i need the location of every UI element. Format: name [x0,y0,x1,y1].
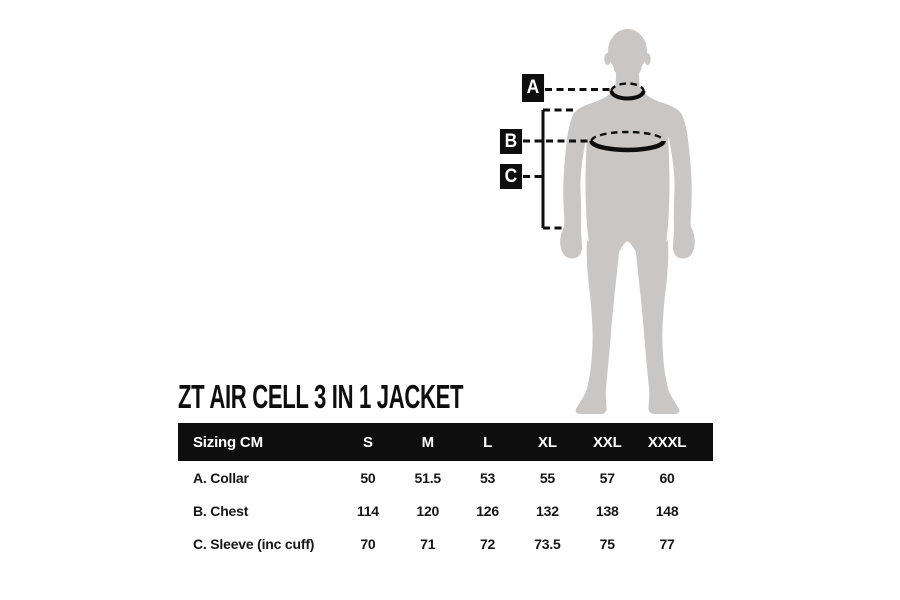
table-cell: 51.5 [414,469,442,486]
column-header-s: S [363,433,373,451]
row-label: A. Collar [193,469,249,486]
chest-ellipse-solid-arc [589,140,666,153]
table-cell: 71 [420,535,436,552]
column-header-xxl: XXL [592,433,622,451]
row-label: C. Sleeve (inc cuff) [193,535,315,552]
row-label: B. Chest [193,502,249,519]
column-header-xl: XL [538,433,557,451]
table-cell: 60 [659,469,675,486]
marker-c-sleeve: C [499,164,523,189]
table-row-sleeve: C. Sleeve (inc cuff) 70 71 72 73.5 75 77 [178,527,713,560]
table-cell: 77 [659,535,675,552]
chest-ellipse-dashed-arc [590,130,665,142]
table-cell: 148 [655,502,679,519]
table-row-chest: B. Chest 114 120 126 132 138 148 [178,494,713,527]
column-header-l: L [483,433,493,451]
table-cell: 132 [536,502,559,519]
body-measurement-diagram [523,29,695,414]
table-cell: 120 [416,502,440,519]
column-header-m: M [421,433,434,451]
table-cell: 73.5 [534,535,561,552]
table-cell: 53 [479,469,496,486]
product-title: ZT AIR CELL 3 IN 1 JACKET [178,378,464,415]
table-cell: 70 [360,535,376,552]
marker-b-chest: B [499,129,523,154]
collar-ellipse-dashed-arc [610,82,645,92]
table-cell: 50 [360,469,376,486]
size-chart-header-row: Sizing CM S M L XL XXL XXXL [178,423,713,461]
column-header-xxxl: XXXL [647,433,687,451]
collar-ellipse-solid-arc [609,90,646,101]
size-chart-table: Sizing CM S M L XL XXL XXXL A. Collar 50… [178,423,713,560]
table-row-collar: A. Collar 50 51.5 53 55 57 60 [178,461,713,494]
table-cell: 72 [479,535,496,552]
table-cell: 138 [595,502,619,519]
table-cell: 55 [539,469,555,486]
marker-a-collar: A [521,74,545,102]
table-cell: 57 [599,469,615,486]
row-header-label: Sizing CM [193,433,263,451]
table-cell: 114 [356,502,379,519]
human-silhouette [560,29,695,414]
table-cell: 126 [476,502,499,519]
table-cell: 75 [599,535,615,552]
